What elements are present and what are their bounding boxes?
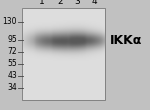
Text: 3: 3 [74, 0, 80, 6]
Text: 2: 2 [57, 0, 63, 6]
Text: 1: 1 [39, 0, 45, 6]
Text: 34: 34 [7, 83, 17, 93]
Text: 43: 43 [7, 72, 17, 81]
Bar [22, 8, 105, 100]
Text: 130: 130 [3, 17, 17, 27]
Text: 4: 4 [91, 0, 97, 6]
Text: 55: 55 [7, 60, 17, 69]
Text: 95: 95 [7, 36, 17, 45]
Text: IKKα: IKKα [110, 34, 142, 47]
Text: 72: 72 [7, 48, 17, 57]
